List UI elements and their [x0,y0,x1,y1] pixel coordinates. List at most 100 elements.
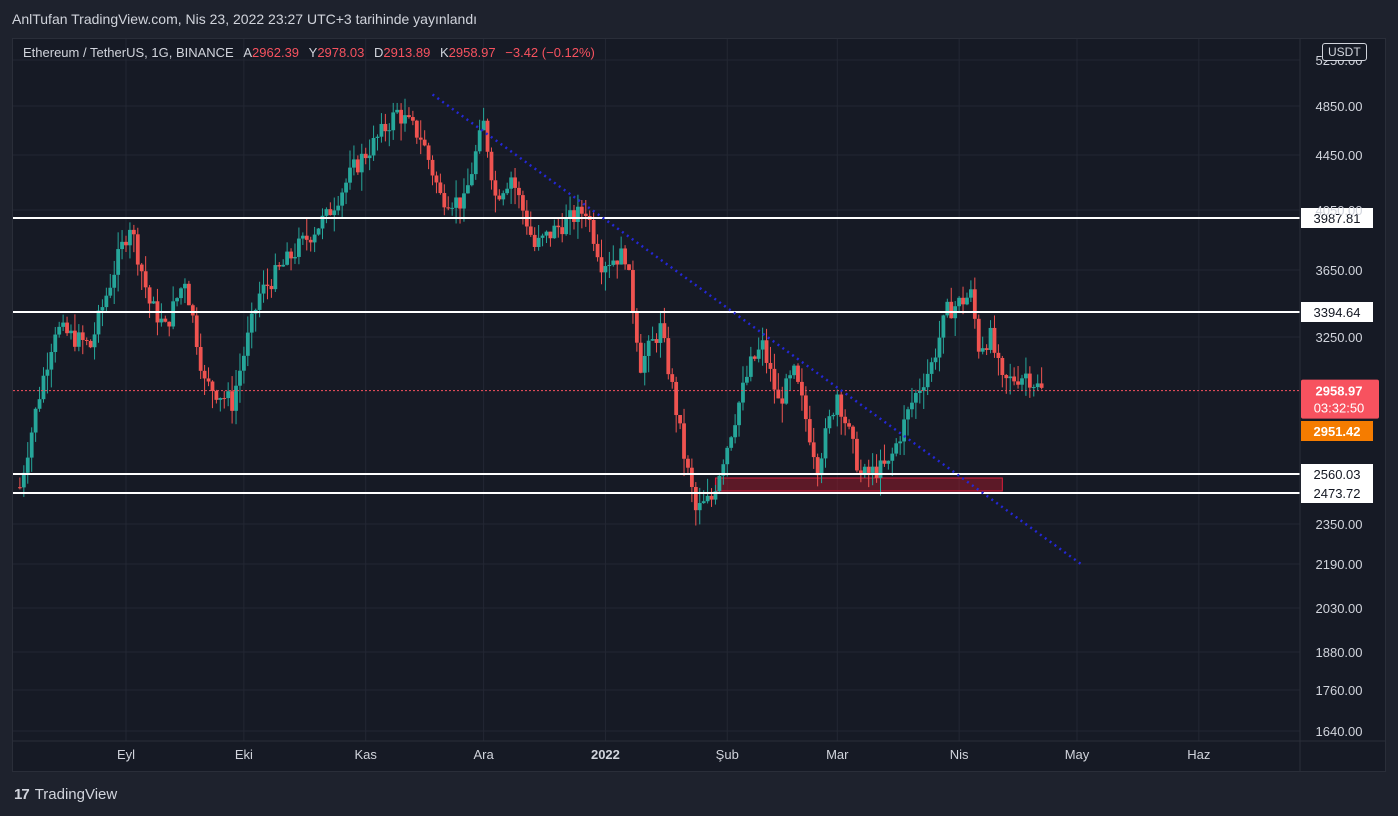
candle-body [1039,383,1044,388]
candle-body [73,330,77,347]
candle-body [552,225,557,239]
candle-body [53,334,58,353]
price-tick-label: 2190.00 [1316,557,1363,572]
candle-body [941,315,946,338]
candle-body [792,365,796,376]
candle-body [312,234,317,243]
candle-body [214,391,219,400]
candle-body [599,257,604,273]
candle-body [340,192,345,206]
candle-body [764,340,769,363]
grid [13,39,1300,741]
candle-body [489,151,494,181]
candle-body [485,120,490,152]
candle-body [729,437,734,448]
candle-body [104,295,109,308]
candle-body [760,340,765,350]
candle-body [713,491,718,500]
candle-body [65,322,69,334]
price-tick-label: 1640.00 [1316,724,1363,739]
candle-body [124,241,128,246]
candle-body [76,332,81,347]
candle-body [112,274,117,288]
candle-body [395,109,400,113]
candle-body [556,225,561,228]
candle-body [611,260,616,265]
candle-body [410,117,415,121]
candle-body [171,301,176,327]
candle-body [332,210,337,216]
candle-body [878,460,883,478]
candle-body [403,115,407,124]
candle-body [261,284,266,294]
candle-body [701,501,706,504]
candle-body [100,307,105,311]
candle-body [811,442,816,458]
footer-brand: TradingView [34,786,118,803]
currency-badge[interactable]: USDT [1322,43,1367,61]
candle-body [230,391,235,411]
candle-body [80,332,85,340]
candle-body [430,159,435,176]
candle-body [289,251,293,259]
candle-body [190,305,195,316]
candle-body [847,423,851,427]
candle-body [163,318,168,322]
candle-body [462,193,466,209]
candle-body [579,206,584,214]
candle-body [961,297,965,305]
time-tick-label: May [1065,747,1090,762]
candle-body [234,385,238,411]
candle-body [851,426,855,439]
candle-body [776,389,781,399]
candle-body [521,195,525,211]
candle-body [355,159,360,173]
candle-body [454,197,458,208]
candle-body [965,297,969,305]
candle-body [992,327,997,353]
chart-frame[interactable] [12,38,1386,772]
candle-body [697,503,702,511]
candle-body [631,269,635,313]
candle-body [336,205,341,211]
candle-body [84,339,89,341]
candle-body [984,348,989,350]
candle-body [399,109,403,124]
candle-body [650,339,655,341]
candle-body [945,301,950,316]
candle-body [536,237,541,247]
candle-body [363,153,368,159]
candle-body [414,120,419,138]
candle-body [823,428,828,459]
candle-body [634,312,639,343]
candle-body [383,123,388,132]
candle-body [670,374,675,382]
candle-body [882,460,887,464]
candle-body [202,370,207,379]
candle-body [387,130,392,132]
candle-body [568,210,572,218]
candle-body [517,187,521,196]
candle-body [607,264,612,267]
candle-body [752,356,757,359]
candle-body [894,443,899,454]
candle-body [509,177,514,189]
price-tick-label: 2350.00 [1316,517,1363,532]
level-label: 3394.64 [1314,305,1361,320]
candle-body [815,457,820,476]
candle-body [206,378,211,382]
candle-body [147,287,152,304]
candle-body [367,155,372,159]
candle-body [17,487,22,489]
candle-body [198,347,203,371]
footer[interactable]: 17 TradingView [14,786,117,803]
candle-body [803,395,808,420]
candle-body [477,130,482,152]
price-tick-label: 4050.00 [1316,203,1363,218]
symbol-legend[interactable]: Ethereum / TetherUS, 1G, BINANCE A2962.3… [23,45,595,60]
candle-body [57,326,62,335]
close-key: K [439,45,449,60]
candle-body [646,340,651,356]
candle-body [1004,375,1009,379]
